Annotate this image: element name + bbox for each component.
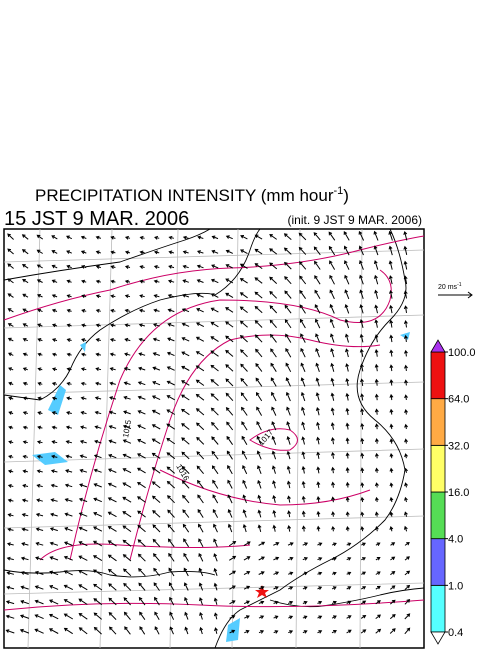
colorbar-segment xyxy=(430,491,446,540)
wind-scale-exponent: -1 xyxy=(457,282,462,288)
valid-time: 15 JST 9 MAR. 2006 xyxy=(4,208,189,230)
wind-arrows xyxy=(5,230,411,635)
colorbar-tick-label: 64.0 xyxy=(448,394,469,406)
colorbar-under xyxy=(430,631,446,645)
coast-peninsula xyxy=(3,228,261,401)
isobar xyxy=(39,543,251,561)
colorbar-segment xyxy=(430,444,446,493)
colorbar-segment xyxy=(430,351,446,400)
wind-scale: 20 ms-1 xyxy=(438,282,473,299)
map: 1015 1016 1017 xyxy=(3,228,425,649)
colorbar-over xyxy=(430,339,446,353)
isobar xyxy=(249,428,298,451)
map-frame xyxy=(3,228,425,649)
isobar-label: 1015 xyxy=(121,419,133,439)
isobar xyxy=(3,235,425,321)
colorbar-segment xyxy=(430,584,446,633)
title-main: PRECIPITATION INTENSITY (mm hour xyxy=(35,186,334,205)
colorbar-segment xyxy=(430,398,446,446)
isobar xyxy=(129,334,381,561)
init-time: (init. 9 JST 9 MAR. 2006) xyxy=(288,213,423,227)
colorbar-tick-label: 4.0 xyxy=(448,534,463,546)
rain-area xyxy=(32,452,68,465)
coast-north xyxy=(3,228,211,281)
rain-area xyxy=(80,342,86,352)
isobar xyxy=(69,269,392,561)
wind-scale-arrow xyxy=(438,291,473,299)
isobar xyxy=(159,469,371,506)
isobars xyxy=(3,235,425,611)
colorbar-tick-label: 0.4 xyxy=(448,627,463,639)
title: PRECIPITATION INTENSITY (mm hour-1) xyxy=(35,185,349,205)
colorbar-tick-label: 1.0 xyxy=(448,580,463,592)
longitude-lines xyxy=(27,228,363,649)
colorbar-segment xyxy=(430,538,446,586)
title-close: ) xyxy=(343,186,349,205)
title-exponent: -1 xyxy=(333,185,343,197)
colorbar: 0.4 1.0 4.0 16.0 32.0 64.0 100.0 xyxy=(430,339,476,645)
latitude-lines xyxy=(3,249,425,595)
colorbar-tick-label: 100.0 xyxy=(448,347,476,359)
lat-lon-grid xyxy=(3,228,425,649)
location-marker xyxy=(255,585,269,598)
wind-scale-text: 20 ms xyxy=(438,284,458,291)
rain-area xyxy=(48,385,66,415)
colorbar-tick-label: 16.0 xyxy=(448,487,469,499)
wind-scale-label: 20 ms-1 xyxy=(438,282,462,291)
colorbar-tick-label: 32.0 xyxy=(448,440,469,452)
isobar xyxy=(3,599,425,611)
